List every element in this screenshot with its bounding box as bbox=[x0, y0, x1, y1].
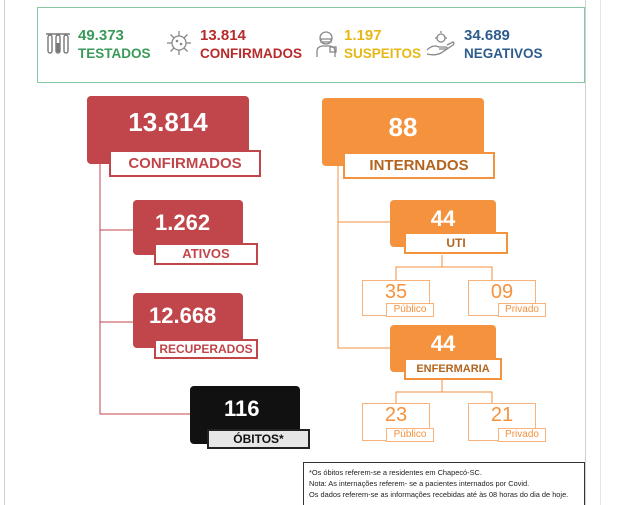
recovered-value: 12.668 bbox=[149, 303, 217, 328]
ward-private-label: Privado bbox=[498, 428, 546, 442]
note-deaths: *Os óbitos referem-se a residentes em Ch… bbox=[309, 468, 482, 477]
icu-private-value: 09 bbox=[490, 281, 514, 303]
ward-public-box: 23 bbox=[362, 403, 430, 441]
icu-split-line-right bbox=[442, 266, 493, 280]
stat-suspected-label: SUSPEITOS bbox=[344, 46, 422, 61]
confirmed-tree-line bbox=[99, 162, 190, 415]
icu-split-line bbox=[395, 255, 443, 280]
recovered-box: 12.668 bbox=[133, 293, 243, 348]
confirmed-value: 13.814 bbox=[128, 107, 208, 137]
ward-public-value: 23 bbox=[384, 404, 408, 426]
icu-value: 44 bbox=[430, 206, 456, 231]
stat-confirmed-value: 13.814 bbox=[200, 27, 246, 44]
icu-public-label: Público bbox=[386, 303, 434, 317]
stats-banner: 49.373 TESTADOS 13.814 CONFIRMADOS bbox=[37, 7, 585, 83]
stat-suspected-value: 1.197 bbox=[344, 27, 382, 44]
ward-label: ENFERMARIA bbox=[404, 358, 502, 380]
right-border bbox=[585, 0, 586, 505]
stat-suspected: 1.197 SUSPEITOS bbox=[314, 24, 424, 66]
test-tubes-icon bbox=[46, 30, 70, 61]
stat-confirmed: 13.814 CONFIRMADOS bbox=[166, 24, 306, 66]
stat-tested: 49.373 TESTADOS bbox=[46, 24, 151, 66]
icu-public-value: 35 bbox=[384, 281, 408, 303]
icu-private-label: Privado bbox=[498, 303, 546, 317]
ward-split-line bbox=[395, 380, 443, 403]
recovered-label: RECUPERADOS bbox=[154, 339, 258, 359]
deaths-label: ÓBITOS* bbox=[207, 429, 310, 449]
stat-tested-value: 49.373 bbox=[78, 27, 124, 44]
hospitalized-tree-line bbox=[337, 166, 390, 349]
ward-public-label: Público bbox=[386, 428, 434, 442]
confirmed-label: CONFIRMADOS bbox=[109, 150, 261, 177]
stat-confirmed-label: CONFIRMADOS bbox=[200, 46, 302, 61]
deaths-value: 116 bbox=[224, 396, 260, 421]
icu-label: UTI bbox=[404, 232, 508, 254]
notes-box: *Os óbitos referem-se a residentes em Ch… bbox=[303, 462, 585, 505]
masked-person-icon bbox=[314, 30, 338, 63]
stat-negative-value: 34.689 bbox=[464, 27, 510, 44]
stat-negative: 34.689 NEGATIVOS bbox=[426, 24, 576, 66]
ward-private-value: 21 bbox=[490, 404, 514, 426]
active-label: ATIVOS bbox=[154, 243, 258, 265]
hand-virus-icon bbox=[426, 30, 456, 61]
left-border bbox=[4, 0, 5, 505]
ward-value: 44 bbox=[430, 331, 456, 356]
right-margin bbox=[600, 0, 636, 505]
active-value: 1.262 bbox=[155, 210, 211, 235]
note-hospitalizations: Nota: As internações referem- se a pacie… bbox=[309, 479, 530, 488]
hospitalized-label: INTERNADOS bbox=[343, 152, 495, 179]
stat-tested-label: TESTADOS bbox=[78, 46, 151, 61]
stat-negative-label: NEGATIVOS bbox=[464, 46, 543, 61]
note-data-time: Os dados referem-se as informações receb… bbox=[309, 490, 569, 499]
ward-split-line-right bbox=[442, 391, 493, 403]
virus-icon bbox=[166, 30, 192, 61]
hospitalized-value: 88 bbox=[388, 112, 418, 142]
